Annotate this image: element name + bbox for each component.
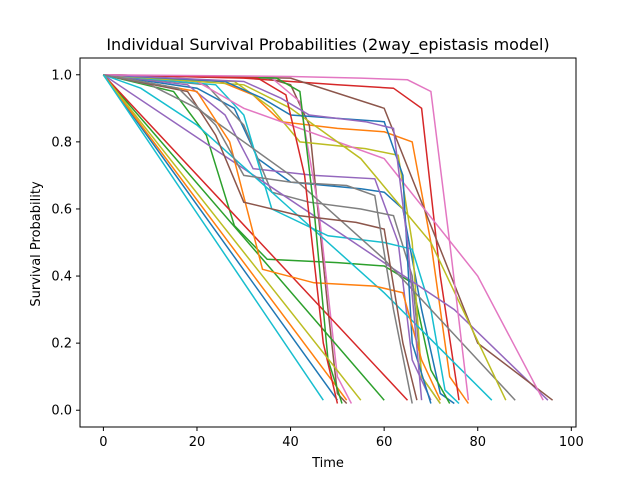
x-tick-label: 0: [99, 435, 107, 450]
y-tick-label: 0.4: [51, 270, 72, 285]
survival-line: [103, 74, 507, 401]
survival-line: [103, 74, 470, 404]
survival-line: [103, 74, 451, 404]
survival-line: [102, 74, 362, 401]
axes-frame: [79, 57, 577, 428]
survival-line: [103, 74, 441, 404]
survival-line: [103, 74, 470, 401]
survival-line: [103, 74, 554, 401]
survival-line: [103, 74, 423, 401]
survival-line: [103, 74, 418, 401]
y-tick-label: 0.8: [51, 135, 72, 150]
survival-line: [102, 74, 409, 401]
survival-line: [103, 74, 493, 401]
x-axis-label: Time: [311, 456, 344, 471]
y-tick-label: 0.6: [51, 202, 72, 217]
x-tick-label: 60: [376, 435, 393, 450]
survival-line: [103, 74, 339, 404]
plot-lines: [102, 74, 554, 405]
x-tick-label: 20: [189, 435, 206, 450]
survival-line: [102, 74, 549, 401]
survival-line: [102, 74, 385, 401]
x-tick-label: 100: [559, 435, 584, 450]
y-tick-label: 0.0: [51, 404, 72, 419]
survival-line: [103, 74, 413, 404]
survival-line: [102, 74, 324, 401]
y-tick-label: 0.2: [51, 337, 72, 352]
y-tick-label: 1.0: [51, 68, 72, 83]
x-axis: 0 20 40 60 80 100: [99, 427, 584, 450]
y-axis: 0.0 0.2 0.4 0.6 0.8 1.0: [51, 68, 80, 419]
y-axis-label: Survival Probability: [29, 181, 44, 307]
x-tick-label: 40: [282, 435, 299, 450]
survival-line: [102, 74, 339, 401]
survival-line: [102, 74, 348, 401]
chart-title: Individual Survival Probabilities (2way_…: [106, 35, 549, 55]
x-tick-label: 80: [469, 435, 486, 450]
